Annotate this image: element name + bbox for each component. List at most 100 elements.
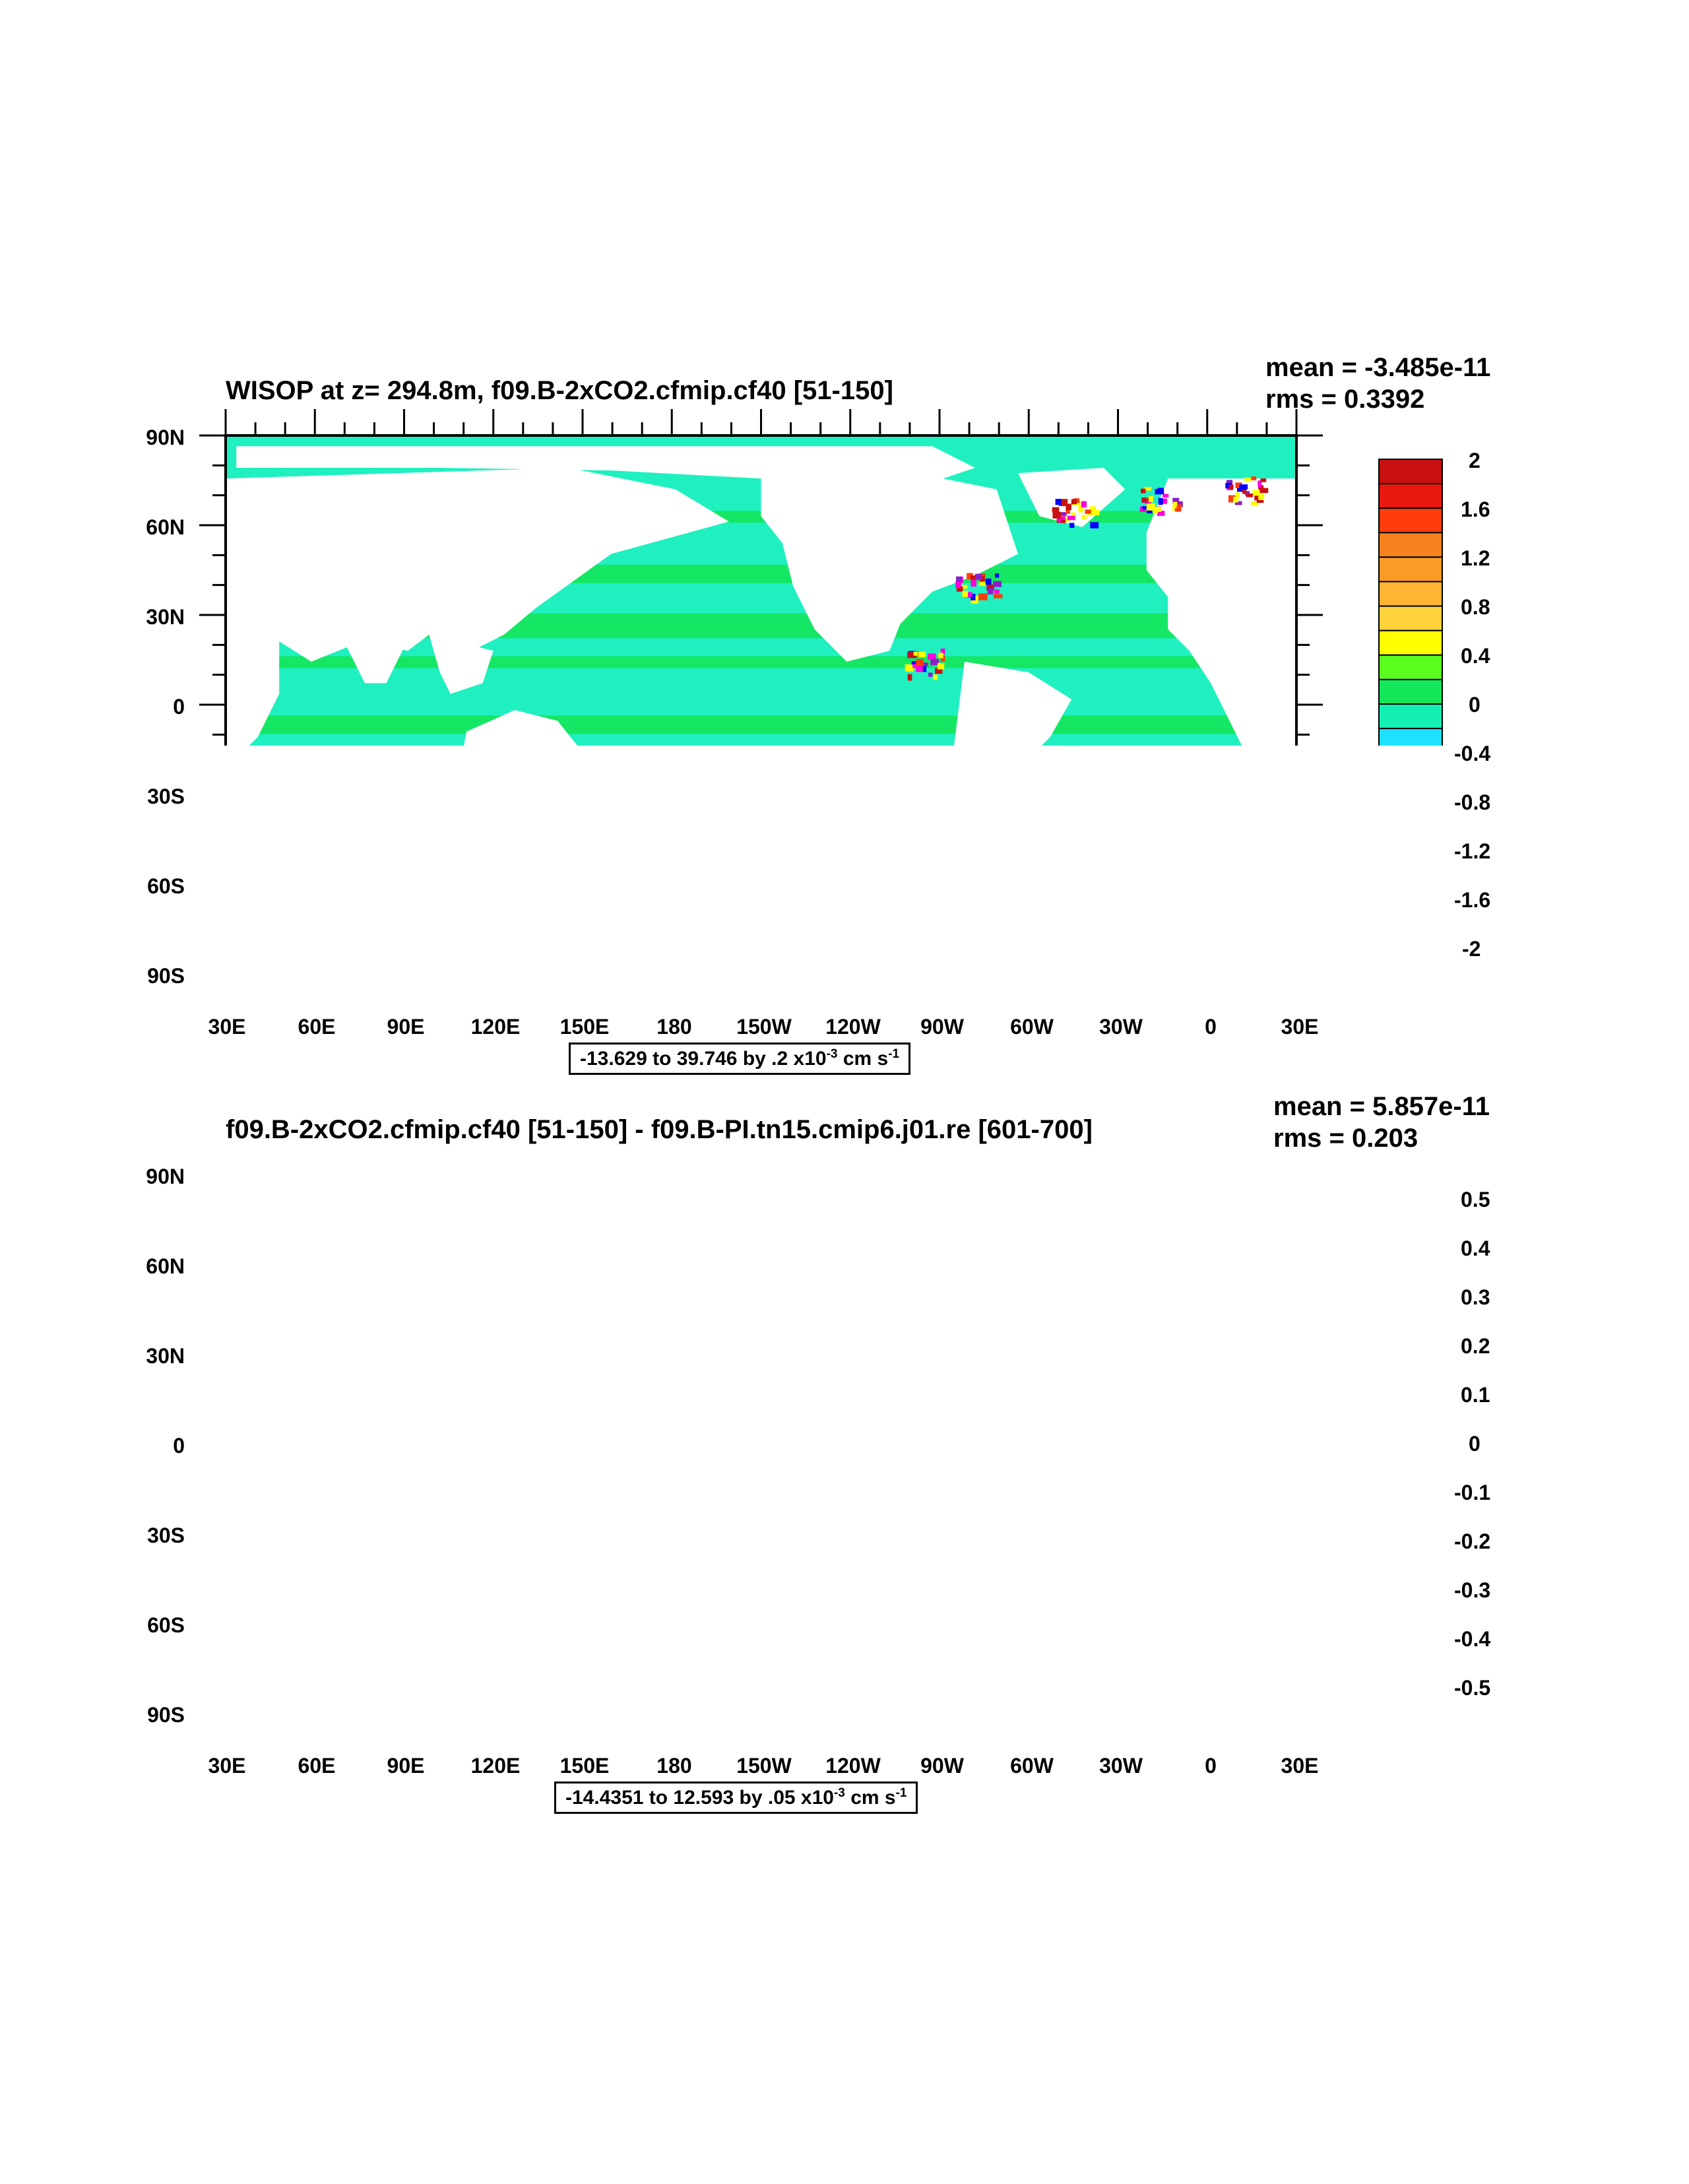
lat-label: 90S [147, 1703, 185, 1727]
anomaly-cell [995, 573, 1000, 578]
lat-label: 30N [146, 1344, 185, 1368]
range-exp: -3 [826, 1047, 838, 1061]
lon-label: 120E [470, 1015, 521, 1039]
anomaly-cell [1176, 504, 1182, 511]
panel-1-range-info: -13.629 to 39.746 by .2 x10-3 cm s-1 [569, 1043, 911, 1075]
lat-label: 30S [147, 785, 185, 808]
lon-label: 120W [825, 1015, 881, 1039]
range-exp: -3 [833, 1786, 845, 1800]
anomaly-cell [978, 593, 988, 600]
anomaly-cell [1235, 482, 1242, 488]
panel-1-title: WISOP at z= 294.8m, f09.B-2xCO2.cfmip.cf… [226, 376, 893, 405]
anomaly-cell [1251, 476, 1257, 480]
land-india [343, 640, 408, 684]
anomaly-cell [1090, 522, 1099, 529]
lat-label: 60N [146, 515, 185, 539]
anomaly-cell [1091, 509, 1100, 516]
anomaly-cell [1066, 507, 1070, 514]
anomaly-cell [987, 587, 994, 594]
anomaly-cell [1244, 477, 1251, 482]
anomaly-cell [1172, 501, 1178, 506]
lon-label: 90W [920, 1754, 964, 1778]
anomaly-cell [916, 666, 923, 672]
panel-2-stats: mean = 5.857e-11 rms = 0.203 [1273, 1091, 1490, 1154]
anomaly-cell [922, 665, 927, 672]
anomaly-cell [959, 585, 968, 589]
land-australia [463, 710, 577, 746]
colorbar-label: -0.4 [1454, 1627, 1491, 1651]
land-africa-mideast [226, 602, 280, 746]
panel-2-map [0, 0, 1689, 746]
anomaly-cell [938, 662, 945, 670]
anomaly-cell [1157, 488, 1164, 492]
anomaly-cell [912, 664, 917, 668]
lat-label: 0 [173, 695, 185, 719]
anomaly-cell [905, 664, 914, 672]
anomaly-cell [1260, 478, 1267, 482]
range-text: -14.4351 to 12.593 by .05 x10 [565, 1787, 834, 1809]
anomaly-cell [1089, 506, 1096, 512]
lon-label: 120W [825, 1754, 881, 1778]
anomaly-cell [1061, 512, 1067, 517]
anomaly-cell [974, 573, 982, 580]
anomaly-cell [1148, 496, 1154, 503]
ocean-band [226, 715, 1296, 734]
anomaly-cell [979, 576, 985, 582]
anomaly-cell [986, 584, 994, 591]
range-text: -13.629 to 39.746 by .2 x10 [580, 1048, 827, 1070]
anomaly-cell [1235, 492, 1240, 499]
anomaly-cell [1143, 486, 1151, 491]
anomaly-cell [965, 592, 972, 597]
lon-label: 30W [1099, 1754, 1143, 1778]
colorbar-label: 1.6 [1461, 498, 1490, 521]
colorbar-swatch [1378, 532, 1443, 558]
anomaly-cell [1172, 505, 1177, 511]
anomaly-cell [928, 672, 933, 677]
anomaly-cell [985, 578, 992, 585]
anomaly-cell [962, 591, 968, 598]
lon-label: 120E [470, 1754, 521, 1778]
anomaly-cell [1158, 498, 1163, 505]
anomaly-cell [1228, 484, 1234, 490]
lon-label: 30E [1281, 1754, 1319, 1778]
lon-label: 150E [559, 1015, 610, 1039]
lon-label: 60E [298, 1754, 336, 1778]
anomaly-cell [1066, 503, 1071, 511]
lon-label: 180 [656, 1754, 692, 1778]
lon-label: 60W [1010, 1015, 1054, 1039]
colorbar-label: 1.2 [1461, 546, 1490, 570]
colorbar-label: -2 [1462, 937, 1481, 961]
colorbar-label: -0.1 [1454, 1481, 1491, 1504]
anomaly-cell [1141, 498, 1147, 503]
anomaly-cell [1071, 499, 1077, 505]
colorbar-label: 0.5 [1461, 1188, 1490, 1211]
colorbar-label: 0.3 [1461, 1285, 1490, 1309]
anomaly-cell [981, 573, 986, 577]
panel-1-mean: mean = -3.485e-11 [1265, 353, 1491, 382]
lon-label: 30E [208, 1754, 246, 1778]
panel-2-mean: mean = 5.857e-11 [1273, 1092, 1490, 1121]
anomaly-cell [1242, 488, 1247, 494]
anomaly-cell [1246, 494, 1253, 498]
lon-label: 30E [1281, 1015, 1319, 1039]
land-eurasia [226, 467, 729, 662]
panel-1-map [199, 409, 1443, 746]
lon-label: 30W [1099, 1015, 1143, 1039]
anomaly-cell [1258, 480, 1262, 488]
anomaly-cell [1069, 523, 1075, 528]
anomaly-cell [1067, 515, 1075, 521]
colorbar-label: -0.2 [1454, 1529, 1491, 1553]
colorbar-label: -1.6 [1454, 888, 1491, 912]
lat-label: 60N [146, 1254, 185, 1278]
lon-label: 150W [736, 1754, 792, 1778]
anomaly-cell [1081, 501, 1087, 508]
land-se-asia [429, 634, 494, 694]
panel-2-title: f09.B-2xCO2.cfmip.cf40 [51-150] - f09.B-… [226, 1115, 1093, 1144]
anomaly-cell [1052, 507, 1060, 513]
anomaly-cell [1063, 518, 1071, 522]
anomaly-cell [1157, 511, 1165, 516]
lon-label: 0 [1205, 1015, 1217, 1039]
colorbar-label: -1.2 [1454, 839, 1491, 863]
colorbar-label: 0.4 [1461, 644, 1490, 668]
anomaly-cell [1146, 503, 1155, 511]
